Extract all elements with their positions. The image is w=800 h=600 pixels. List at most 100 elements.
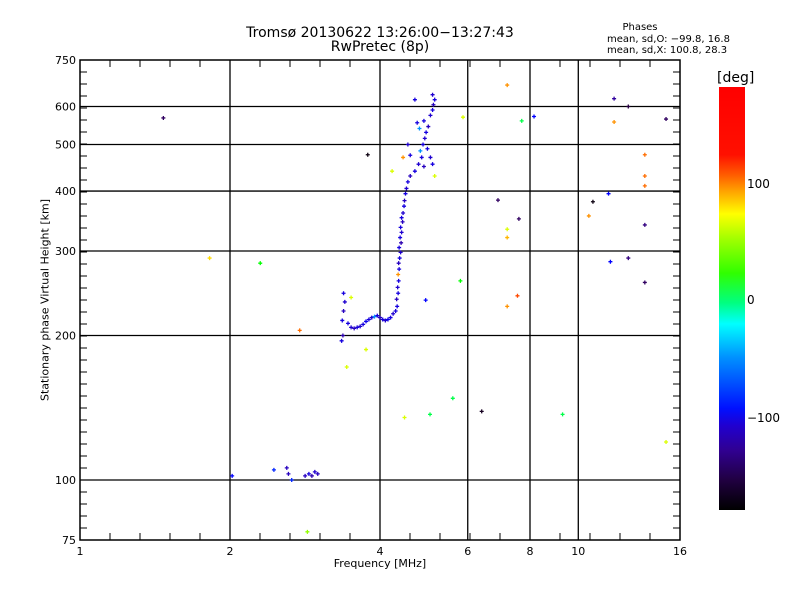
chart-title: Tromsø 20130622 13:26:00−13:27:43 xyxy=(246,25,514,41)
data-point xyxy=(361,322,366,327)
data-point xyxy=(608,259,613,264)
data-point xyxy=(400,219,405,224)
y-axis-label: Stationary phase Virtual Height [km] xyxy=(38,198,52,402)
data-point xyxy=(642,183,647,188)
x-tick-label: 4 xyxy=(377,545,384,558)
y-tick-label: 300 xyxy=(55,245,76,258)
data-point xyxy=(408,173,413,178)
data-point xyxy=(342,299,347,304)
data-point xyxy=(289,478,294,483)
data-point xyxy=(396,291,401,296)
axes-frame xyxy=(79,59,681,541)
data-point xyxy=(385,317,390,322)
data-point xyxy=(303,473,308,478)
data-point xyxy=(408,153,413,158)
x-tick-label: 2 xyxy=(227,545,234,558)
data-point xyxy=(642,173,647,178)
data-point xyxy=(306,471,311,476)
data-point xyxy=(341,291,346,296)
data-point xyxy=(432,97,437,102)
data-point xyxy=(383,318,388,323)
data-point xyxy=(271,467,276,472)
data-point xyxy=(378,315,382,320)
data-point xyxy=(366,317,371,322)
y-tick-label: 750 xyxy=(55,54,76,67)
data-point xyxy=(398,225,403,230)
data-point xyxy=(396,261,401,266)
data-point xyxy=(421,142,426,147)
data-point xyxy=(396,278,401,283)
data-point xyxy=(339,338,344,343)
data-point xyxy=(479,409,484,414)
y-tick-label: 600 xyxy=(55,101,76,114)
data-point xyxy=(626,104,631,109)
data-point xyxy=(419,155,424,160)
x-tick-label: 1 xyxy=(77,545,84,558)
data-point xyxy=(401,155,406,160)
data-point xyxy=(393,308,398,313)
data-point xyxy=(432,173,437,178)
data-point xyxy=(375,313,380,318)
data-point xyxy=(405,179,410,184)
data-point xyxy=(426,124,431,129)
data-point xyxy=(364,347,369,352)
data-point xyxy=(352,326,357,331)
data-point xyxy=(401,211,406,216)
data-point xyxy=(397,267,402,272)
data-point xyxy=(358,324,363,329)
y-tick-label: 200 xyxy=(55,330,76,343)
data-point xyxy=(390,169,395,174)
stats-o-mode: mean, sd,O: −99.8, 16.8 xyxy=(607,34,730,45)
data-point xyxy=(161,115,166,120)
data-point xyxy=(230,473,235,478)
data-point xyxy=(428,412,433,417)
data-point xyxy=(612,96,617,101)
data-point xyxy=(505,235,510,240)
data-point xyxy=(416,162,421,167)
data-point xyxy=(345,321,350,326)
data-point xyxy=(403,191,408,196)
y-tick-label: 100 xyxy=(55,474,76,487)
data-point xyxy=(349,295,354,300)
colorbar-tick-label: −100 xyxy=(747,411,780,425)
y-tick-label: 400 xyxy=(55,185,76,198)
data-point xyxy=(364,319,369,324)
data-point xyxy=(399,240,404,245)
data-point xyxy=(505,83,510,88)
data-point xyxy=(395,304,400,309)
data-point xyxy=(297,328,302,333)
data-point xyxy=(305,529,310,534)
data-point xyxy=(397,256,402,261)
data-point xyxy=(425,146,430,151)
data-point xyxy=(402,198,407,203)
y-tick-label: 500 xyxy=(55,139,76,152)
data-point xyxy=(286,471,291,476)
x-tick-label: 6 xyxy=(464,545,471,558)
data-point xyxy=(412,97,417,102)
data-point xyxy=(396,272,401,277)
y-tick-label: 75 xyxy=(62,534,76,547)
data-point xyxy=(461,115,466,120)
data-point xyxy=(424,130,429,135)
data-point xyxy=(590,199,595,204)
data-point xyxy=(423,298,428,303)
data-point xyxy=(626,256,631,261)
x-tick-label: 16 xyxy=(673,545,687,558)
data-point xyxy=(642,280,647,285)
data-point xyxy=(519,118,524,123)
data-point xyxy=(430,108,435,113)
data-point xyxy=(365,152,370,157)
data-point xyxy=(207,256,212,261)
data-point xyxy=(402,415,407,420)
data-point xyxy=(405,142,410,147)
data-point xyxy=(505,304,510,309)
data-point xyxy=(394,297,399,302)
data-point xyxy=(612,120,617,125)
data-point xyxy=(428,113,433,118)
data-point xyxy=(397,245,402,250)
data-point xyxy=(315,471,320,476)
data-point xyxy=(428,155,433,160)
data-point xyxy=(349,325,354,330)
